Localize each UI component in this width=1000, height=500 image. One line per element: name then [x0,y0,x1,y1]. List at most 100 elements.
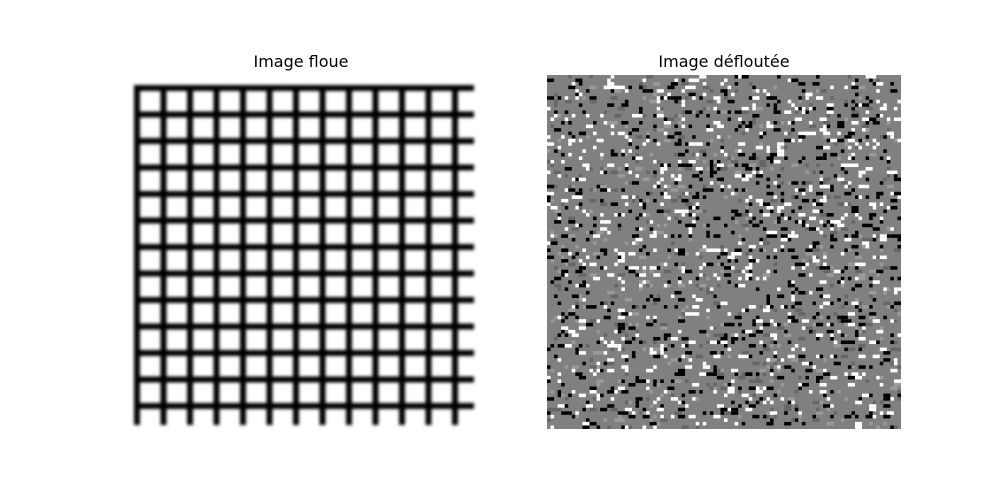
noise-pixel [858,216,863,221]
noise-pixel [617,273,625,277]
noise-pixel [596,138,604,143]
blurred-image-title: Image floue [253,52,349,71]
noise-pixel [578,273,586,277]
noise-pixel [805,223,809,228]
noise-pixel [713,248,721,252]
noise-pixel [720,184,724,189]
noise-pixel [844,301,848,306]
noise-pixel [621,255,625,260]
noise-pixel [773,220,781,224]
noise-pixel [791,103,795,107]
noise-pixel [614,283,618,288]
noise-pixel [858,103,863,107]
noise-pixel [656,382,661,387]
noise-pixel [621,365,629,369]
noise-pixel [699,177,703,182]
noise-pixel [557,145,562,150]
noise-pixel [801,361,809,366]
noise-pixel [759,326,763,330]
noise-pixel [816,336,820,341]
noise-pixel [642,85,647,90]
noise-pixel [702,184,707,189]
noise-pixel [784,131,788,136]
noise-pixel [862,138,866,143]
noise-pixel [635,322,640,327]
noise-pixel [568,220,576,224]
noise-pattern-graphic [547,75,901,429]
noise-pixel [642,244,647,249]
noise-pixel [656,110,664,114]
noise-pixel [699,372,707,376]
noise-pixel [663,138,671,143]
noise-pixel [706,333,710,337]
noise-pixel [593,230,597,235]
noise-pixel [603,333,608,337]
noise-pixel [812,241,820,245]
noise-pixel [585,113,590,118]
noise-pixel [791,305,795,309]
noise-pixel [621,195,629,199]
noise-pixel [869,75,877,79]
noise-pixel [808,259,817,263]
noise-pixel [713,159,717,164]
noise-pixel [886,305,894,309]
noise-pixel [734,252,742,256]
noise-pixel [635,375,640,380]
noise-pixel [656,209,664,214]
noise-pixel [568,184,572,189]
noise-pixel [784,138,788,143]
noise-pixel [585,213,590,217]
noise-pixel [663,333,671,337]
noise-pixel [812,255,820,260]
noise-pixel [554,149,558,153]
noise-pixel [649,89,654,93]
noise-pixel [561,269,569,274]
noise-pixel [610,149,615,153]
noise-pixel [547,248,551,252]
noise-pixel [677,234,682,238]
noise-pixel [847,347,855,352]
noise-pixel [773,322,778,327]
noise-pixel [833,411,838,415]
noise-pixel [685,354,689,359]
noise-pixel [564,174,569,178]
noise-pixel [716,368,721,373]
noise-pixel [706,365,710,369]
noise-pixel [858,262,866,267]
noise-pixel [578,322,586,327]
noise-pixel [720,167,728,171]
noise-pixel [635,237,643,242]
noise-pixel [745,205,749,210]
noise-pixel [642,205,647,210]
noise-pixel [663,131,668,136]
noise-pixel [681,117,686,122]
noise-pixel [748,213,753,217]
noise-pixel [635,156,640,160]
noise-pixel [596,361,601,366]
noise-pixel [724,248,728,252]
noise-pixel [635,379,640,383]
noise-pixel [862,393,870,398]
noise-pixel [649,283,654,288]
noise-pixel [642,414,650,419]
noise-pixel [865,414,873,419]
noise-pixel [706,287,710,291]
noise-pixel [663,184,668,189]
noise-pixel [808,273,813,277]
noise-pixel [784,322,788,327]
noise-pixel [791,128,795,132]
noise-pixel [557,404,565,408]
noise-pixel [635,400,640,405]
noise-pixel [752,361,760,366]
noise-pixel [585,404,594,408]
noise-pixel [780,237,788,242]
noise-pixel [547,375,551,380]
noise-pixel [709,170,717,175]
noise-pixel [564,365,569,369]
noise-pixel [851,85,859,90]
noise-pixel [547,191,555,196]
noise-pixel [674,99,682,104]
noise-pixel [784,202,792,206]
noise-pixel [564,315,569,320]
noise-pixel [585,305,590,309]
